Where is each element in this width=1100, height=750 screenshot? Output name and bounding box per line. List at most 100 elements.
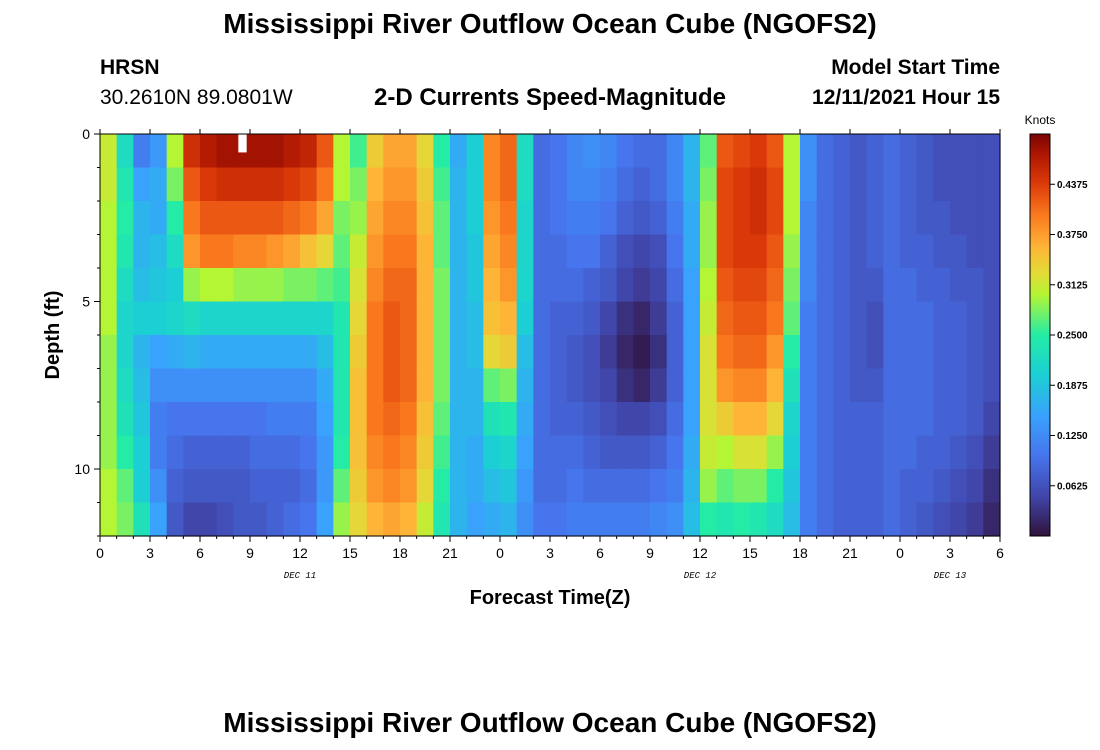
heatmap-cell xyxy=(716,234,734,269)
heatmap-cell xyxy=(300,301,318,336)
heatmap-cell xyxy=(533,134,551,169)
heatmap-cell xyxy=(766,435,784,470)
heatmap-cell xyxy=(783,469,801,504)
heatmap-cell xyxy=(666,335,684,370)
heatmap-cell xyxy=(166,134,184,169)
heatmap-cell xyxy=(666,201,684,236)
heatmap-cell xyxy=(200,402,218,437)
heatmap-cell xyxy=(950,234,968,269)
heatmap-cell xyxy=(133,201,151,236)
heatmap-cell xyxy=(866,435,884,470)
heatmap-cell xyxy=(250,435,268,470)
heatmap-cell xyxy=(583,335,601,370)
heatmap-cell xyxy=(216,301,234,336)
heatmap-cell xyxy=(633,268,651,303)
heatmap-cell xyxy=(633,234,651,269)
heatmap-cell xyxy=(866,134,884,169)
heatmap-cell xyxy=(600,167,618,202)
heatmap-cell xyxy=(266,234,284,269)
x-tick-label: 3 xyxy=(146,545,154,561)
heatmap-cell xyxy=(516,201,534,236)
heatmap-cell xyxy=(616,201,634,236)
heatmap-cell xyxy=(250,502,268,537)
heatmap-cell xyxy=(933,134,951,169)
heatmap-cell xyxy=(416,201,434,236)
heatmap-cell xyxy=(183,268,201,303)
heatmap-cell xyxy=(133,469,151,504)
heatmap-cell xyxy=(616,435,634,470)
heatmap-cell xyxy=(300,469,318,504)
heatmap-cell xyxy=(500,469,518,504)
heatmap-cell xyxy=(100,268,118,303)
heatmap-cell xyxy=(800,301,818,336)
heatmap-cell xyxy=(966,502,984,537)
heatmap-cell xyxy=(783,134,801,169)
heatmap-cell xyxy=(266,402,284,437)
heatmap-cell xyxy=(400,134,418,169)
heatmap-cell xyxy=(600,368,618,403)
heatmap-cell xyxy=(983,469,1001,504)
heatmap-cell xyxy=(283,301,301,336)
heatmap-cell xyxy=(566,268,584,303)
heatmap-cell xyxy=(883,201,901,236)
heatmap-cell xyxy=(983,368,1001,403)
heatmap-cell xyxy=(683,167,701,202)
heatmap-cell xyxy=(466,301,484,336)
colorbar-tick-label: 0.1250 xyxy=(1057,431,1088,442)
heatmap-cell xyxy=(850,502,868,537)
footer-title: Mississippi River Outflow Ocean Cube (NG… xyxy=(223,707,877,738)
heatmap-cell xyxy=(550,502,568,537)
heatmap-cell xyxy=(233,268,251,303)
heatmap-cell xyxy=(916,234,934,269)
heatmap-cell xyxy=(683,134,701,169)
heatmap-cell xyxy=(866,402,884,437)
heatmap-cell xyxy=(200,268,218,303)
colorbar-tick-label: 0.1875 xyxy=(1057,381,1088,392)
heatmap-cell xyxy=(850,469,868,504)
heatmap-cell xyxy=(200,167,218,202)
heatmap-cell xyxy=(100,335,118,370)
heatmap-cell xyxy=(366,234,384,269)
heatmap-cell xyxy=(716,402,734,437)
heatmap-cell xyxy=(833,268,851,303)
heatmap-cell xyxy=(416,335,434,370)
heatmap-cell xyxy=(200,435,218,470)
heatmap-cell xyxy=(400,469,418,504)
heatmap-cell xyxy=(350,335,368,370)
heatmap-cell xyxy=(900,335,918,370)
heatmap-cell xyxy=(250,134,268,169)
heatmap-cell xyxy=(850,268,868,303)
heatmap-cell xyxy=(850,234,868,269)
heatmap-cell xyxy=(516,469,534,504)
heatmap-cell xyxy=(350,368,368,403)
heatmap-cell xyxy=(950,268,968,303)
heatmap-cell xyxy=(116,335,134,370)
heatmap-cell xyxy=(216,234,234,269)
heatmap-cell xyxy=(100,167,118,202)
heatmap-cell xyxy=(250,469,268,504)
heatmap-cell xyxy=(466,201,484,236)
heatmap-cell xyxy=(550,167,568,202)
heatmap-cell xyxy=(583,368,601,403)
heatmap-cell xyxy=(533,335,551,370)
heatmap-cell xyxy=(183,201,201,236)
heatmap-cell xyxy=(616,134,634,169)
heatmap-cell xyxy=(216,435,234,470)
heatmap-cell xyxy=(933,167,951,202)
heatmap-cell xyxy=(366,201,384,236)
heatmap-cell xyxy=(283,167,301,202)
heatmap-cell xyxy=(566,301,584,336)
heatmap-cell xyxy=(450,134,468,169)
heatmap-cell xyxy=(983,335,1001,370)
heatmap-cell xyxy=(416,134,434,169)
heatmap-cell xyxy=(633,435,651,470)
heatmap-cell xyxy=(266,435,284,470)
heatmap-cell xyxy=(200,201,218,236)
heatmap-cell xyxy=(183,134,201,169)
heatmap-cell xyxy=(966,268,984,303)
heatmap-cell xyxy=(216,268,234,303)
heatmap-cell xyxy=(133,268,151,303)
heatmap-cell xyxy=(600,134,618,169)
heatmap-cell xyxy=(116,201,134,236)
heatmap-cell xyxy=(483,368,501,403)
